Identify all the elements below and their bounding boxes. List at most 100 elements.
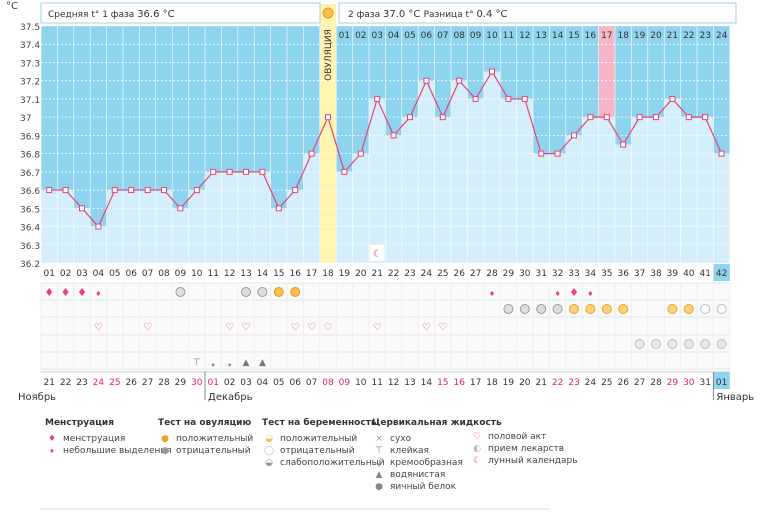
- heart-icon: ♡: [143, 322, 152, 333]
- dry-icon: ×: [375, 434, 383, 444]
- luteal-day-label: 16: [585, 31, 597, 41]
- date-label: 08: [322, 378, 334, 388]
- date-label: 22: [552, 378, 563, 388]
- cycle-day-label: 25: [437, 269, 448, 279]
- creamy-icon: ❟: [211, 358, 215, 368]
- luteal-day-label: 05: [404, 31, 415, 41]
- preg-positive-icon: [667, 304, 678, 314]
- luteal-day-label: 22: [683, 31, 694, 41]
- current-day-box: [713, 264, 730, 281]
- date-label: 25: [601, 378, 612, 388]
- diff-label: Разница t°: [424, 10, 477, 20]
- moon-icon: ☾: [373, 249, 382, 260]
- cycle-day-label: 18: [322, 269, 334, 279]
- pill-icon: [667, 339, 678, 349]
- date-label: 30: [683, 378, 695, 388]
- phase1-value: 36.6 °C: [137, 9, 174, 20]
- cycle-day-label: 26: [453, 269, 465, 279]
- cycle-day-label: 06: [125, 269, 137, 279]
- date-label: 30: [191, 378, 203, 388]
- cycle-day-label: 13: [240, 269, 251, 279]
- luteal-day-label: 06: [421, 31, 433, 41]
- y-tick-label: 37.5: [20, 23, 40, 33]
- preg-negative-icon: [700, 304, 711, 314]
- cycle-day-label: 03: [76, 269, 87, 279]
- date-label: 24: [585, 378, 597, 388]
- luteal-day-label: 08: [453, 31, 465, 41]
- cycle-day-label: 27: [470, 269, 481, 279]
- small-drop-icon: ♦: [95, 290, 101, 298]
- egg-white-icon: ●: [375, 482, 383, 492]
- y-tick-label: 36.3: [20, 242, 40, 252]
- cycle-day-label: 40: [683, 269, 695, 279]
- cycle-day-label: 34: [585, 269, 597, 279]
- preg-positive-icon: [569, 304, 579, 314]
- cycle-day-label: 07: [142, 269, 153, 279]
- phase2-box: [338, 2, 737, 24]
- temperature-point: [374, 95, 381, 102]
- date-label: 18: [486, 378, 498, 388]
- cycle-day-label: 05: [109, 269, 120, 279]
- preg-positive-icon: [618, 304, 629, 314]
- preg-negative-icon: ◯: [263, 446, 275, 456]
- legend-menstruation: Менструация ♦ менструация ♦ небольшие выде…: [45, 418, 172, 457]
- drop-icon: ♦: [47, 434, 57, 444]
- cycle-day-label: 11: [207, 269, 218, 279]
- drop-icon: ♦: [77, 286, 87, 299]
- temperature-point: [308, 150, 315, 157]
- sun-icon: ●: [161, 434, 169, 444]
- cycle-day-label: 42: [716, 269, 727, 279]
- y-tick-label: 37.3: [20, 59, 40, 69]
- temperature-point: [718, 150, 725, 157]
- cycle-day-label: 37: [634, 269, 645, 279]
- legend-item: положительный: [176, 434, 254, 444]
- drop-icon: ♦: [569, 286, 579, 299]
- temperature-point: [79, 205, 85, 212]
- watery-icon: ▲: [243, 358, 250, 368]
- pill-icon: [700, 339, 711, 349]
- temperature-point: [292, 187, 299, 194]
- date-label: 20: [519, 378, 531, 388]
- temperature-point: [161, 187, 167, 194]
- cycle-day-label: 15: [273, 269, 284, 279]
- preg-weak-icon: [552, 304, 563, 314]
- y-tick-label: 36.7: [20, 169, 40, 179]
- date-label: 23: [568, 378, 579, 388]
- temperature-point: [62, 187, 69, 194]
- sticky-icon: ⊤: [193, 358, 201, 368]
- luteal-day-label: 02: [355, 31, 366, 41]
- temperature-point: [325, 114, 331, 121]
- cycle-day-label: 35: [601, 269, 612, 279]
- temperature-point: [636, 114, 643, 121]
- y-tick-label: 37: [20, 114, 31, 124]
- luteal-day-label: 14: [552, 31, 564, 41]
- cycle-day-label: 29: [503, 269, 515, 279]
- date-label: 31: [699, 378, 710, 388]
- luteal-day-label: 04: [388, 31, 400, 41]
- luteal-day-label: 21: [667, 31, 678, 41]
- y-tick-label: 36.4: [20, 224, 40, 234]
- y-tick-label: 36.8: [20, 151, 40, 161]
- heart-icon: ♡: [94, 322, 103, 333]
- temperature-point: [210, 168, 217, 175]
- date-label: 02: [224, 378, 235, 388]
- preg-weak-icon: ◒: [265, 458, 273, 468]
- heart-icon: ♡: [242, 322, 251, 333]
- preg-positive-icon: [601, 304, 612, 314]
- temperature-point: [620, 141, 627, 148]
- temperature-point: [226, 168, 233, 175]
- cycle-day-label: 08: [158, 269, 170, 279]
- y-tick-label: 36.2: [20, 260, 40, 270]
- temperature-point: [653, 114, 659, 121]
- temperature-point: [521, 95, 528, 102]
- legend-item: небольшие выделения: [63, 446, 172, 456]
- date-label: 11: [371, 378, 382, 388]
- small-drop-icon: ♦: [49, 447, 55, 455]
- cycle-day-label: 41: [699, 269, 710, 279]
- preg-weak-icon: [519, 304, 530, 314]
- legend-item: лунный календарь: [488, 456, 578, 466]
- heart-icon: ♡: [307, 322, 316, 333]
- cycle-day-label: 31: [535, 269, 546, 279]
- cycle-day-label: 21: [371, 269, 382, 279]
